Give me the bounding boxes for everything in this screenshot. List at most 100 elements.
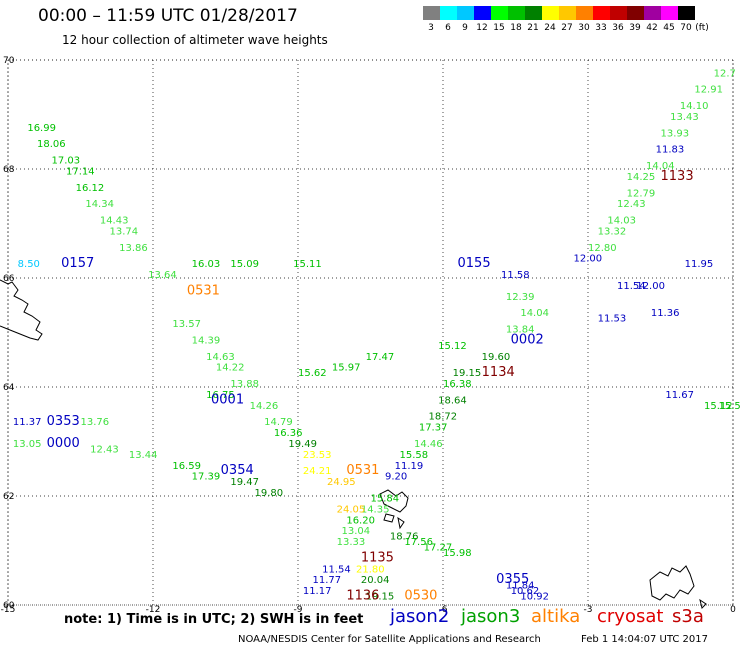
page-title: 00:00 – 11:59 UTC 01/28/2017 <box>38 6 298 26</box>
wave-height-value: 18.06 <box>37 139 66 150</box>
wave-height-value: 16.03 <box>192 259 221 270</box>
y-tick-label: 62 <box>3 492 14 502</box>
colorbar-tick-label: 12 <box>476 23 488 33</box>
wave-height-value: 14.10 <box>680 101 709 112</box>
wave-height-value: 15.11 <box>293 259 322 270</box>
track-id-label: 1134 <box>482 365 515 380</box>
wave-height-value: 10.62 <box>511 586 540 597</box>
footer-timestamp: Feb 1 14:04:07 UTC 2017 <box>581 634 708 645</box>
colorbar-tick-label: 70 <box>680 23 692 33</box>
map-frame <box>7 59 734 606</box>
iceland-coast <box>0 279 43 341</box>
wave-height-value: 11.67 <box>665 390 694 401</box>
satellite-legend-jason2: jason2 <box>390 606 450 627</box>
wave-height-value: 12.79 <box>627 188 656 199</box>
colorbar-tick-label: 45 <box>663 23 675 33</box>
track-id-label: 0000 <box>47 436 80 451</box>
track-id-label: 0001 <box>211 392 244 407</box>
wave-height-value: 24.05 <box>337 504 366 515</box>
colorbar-swatch <box>593 6 610 20</box>
track-id-label: 1133 <box>661 169 694 184</box>
wave-height-value: 20.04 <box>361 575 390 586</box>
wave-height-value: 12.91 <box>694 85 723 96</box>
note-text: note: 1) Time is in UTC; 2) SWH is in fe… <box>64 612 364 627</box>
wave-height-value: 13.84 <box>506 325 535 336</box>
track-id-label: 0155 <box>458 256 491 271</box>
wave-height-value: 15.12 <box>704 401 733 412</box>
wave-height-value: 17.56 <box>404 537 433 548</box>
track-id-label: 0530 <box>404 589 437 604</box>
wave-height-value: 13.33 <box>337 537 366 548</box>
wave-height-value: 18.72 <box>429 412 458 423</box>
track-id-label: 1135 <box>361 550 394 565</box>
coastline <box>0 279 707 609</box>
wave-height-value: 19.80 <box>255 488 284 499</box>
wave-height-value: 16.75 <box>206 390 235 401</box>
track-id-label: 0531 <box>346 463 379 478</box>
wave-height-value: 11.36 <box>651 308 680 319</box>
wave-height-value: 11.54 <box>617 281 646 292</box>
colorbar-swatch <box>474 6 491 20</box>
wave-height-value: 12.80 <box>588 243 617 254</box>
colorbar-tick-label: 18 <box>510 23 522 33</box>
y-tick-label: 68 <box>3 165 15 175</box>
map-grid <box>7 59 734 606</box>
wave-height-value: 16.20 <box>346 515 375 526</box>
wave-height-value: 13.04 <box>342 526 371 537</box>
wave-height-value: 13.76 <box>81 417 110 428</box>
wave-height-value: 14.39 <box>192 335 221 346</box>
colorbar-swatch <box>559 6 576 20</box>
colorbar-tick-label: 33 <box>595 23 607 33</box>
wave-height-value: 14.46 <box>414 439 443 450</box>
colorbar-unit: (ft) <box>695 23 709 33</box>
wave-height-value: 17.03 <box>52 156 81 167</box>
wave-height-value: 8.50 <box>18 259 40 270</box>
wave-height-value: 16.12 <box>76 183 105 194</box>
satellite-legend-jason3: jason3 <box>461 606 521 627</box>
y-tick-label: 60 <box>3 601 15 611</box>
wave-height-value: 14.22 <box>216 363 245 374</box>
wave-height-value: 19.49 <box>288 439 317 450</box>
wave-height-value: 19.15 <box>453 368 482 379</box>
wave-height-value: 16.99 <box>27 123 56 134</box>
colorbar-tick-label: 42 <box>646 23 658 33</box>
wave-height-value: 15.58 <box>400 450 429 461</box>
wave-height-value: 11.53 <box>598 314 627 325</box>
track-id-label: 0531 <box>187 283 220 298</box>
colorbar-tick-label: 9 <box>462 23 468 33</box>
wave-height-value: 11.83 <box>656 145 685 156</box>
wave-height-value: 13.05 <box>13 439 42 450</box>
y-tick-label: 64 <box>3 383 15 393</box>
wave-height-value: 15.50 <box>719 401 740 412</box>
x-tick-label: -6 <box>439 605 448 615</box>
colorbar-swatch <box>542 6 559 20</box>
wave-height-value: 16.36 <box>274 428 303 439</box>
wave-height-value: 13.86 <box>119 243 148 254</box>
y-tick-label: 66 <box>3 274 15 284</box>
wave-height-value: 14.25 <box>627 172 656 183</box>
colorbar-swatch <box>644 6 661 20</box>
wave-height-value: 17.27 <box>424 543 453 554</box>
faroe-islands <box>379 489 409 530</box>
wave-height-value: 14.34 <box>85 199 114 210</box>
wave-height-value: 14.35 <box>361 504 390 515</box>
track-id-label: 0355 <box>496 572 529 587</box>
wave-height-value: 24.95 <box>327 477 356 488</box>
track-id-label: 0002 <box>511 332 544 347</box>
wave-height-value: 11.54 <box>322 564 351 575</box>
wave-height-value: 14.03 <box>607 216 636 227</box>
wave-height-value: 12.39 <box>506 292 535 303</box>
wave-height-value: 11.77 <box>313 575 342 586</box>
wave-height-value: 11.95 <box>685 259 714 270</box>
wave-height-value: 14.63 <box>206 352 235 363</box>
wave-height-value: 14.04 <box>646 161 675 172</box>
wave-height-value: 13.44 <box>129 450 158 461</box>
x-tick-label: -3 <box>584 605 593 615</box>
norway-coast <box>649 565 707 609</box>
colorbar-swatch <box>610 6 627 20</box>
colorbar-swatch <box>678 6 695 20</box>
wave-height-value: 24.21 <box>303 466 332 477</box>
colorbar-tick-label: 15 <box>493 23 505 33</box>
colorbar-tick-label: 6 <box>445 23 451 33</box>
